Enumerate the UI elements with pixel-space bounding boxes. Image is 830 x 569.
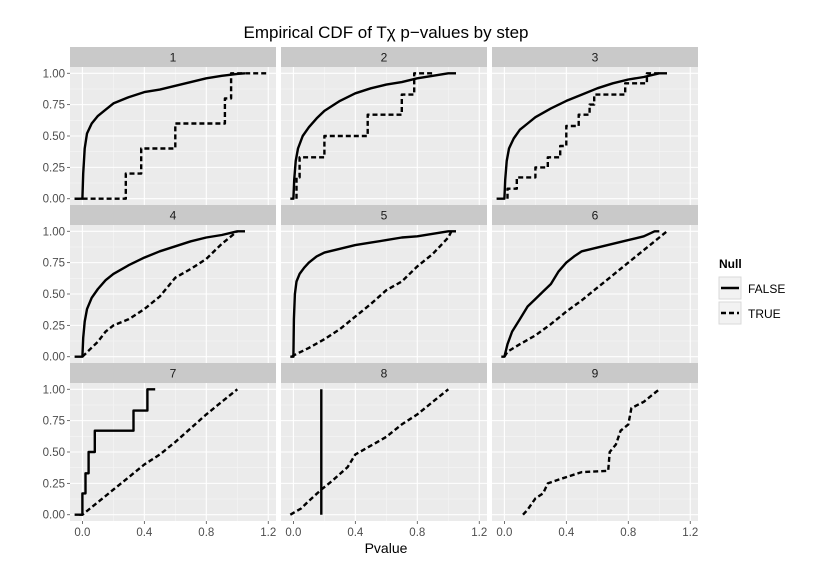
y-tick-label: 1.00: [43, 226, 65, 238]
y-tick-label: 0.50: [43, 131, 65, 143]
y-tick-label: 0.25: [43, 320, 65, 332]
x-tick-label: 0.8: [198, 527, 214, 539]
facet-strip-label: 3: [592, 51, 599, 65]
y-tick-label: 0.25: [43, 162, 65, 174]
facet-panel-2: 2: [281, 47, 487, 205]
x-axis-label: Pvalue: [365, 540, 408, 556]
series-false-line: [290, 230, 456, 358]
y-tick-label: 1.00: [43, 68, 65, 80]
series-true-line: [522, 388, 661, 516]
x-tick-label: 0.4: [558, 527, 575, 539]
facet-strip-label: 2: [381, 51, 388, 65]
facet-strip: [281, 363, 487, 383]
y-tick-label: 0.50: [43, 447, 65, 459]
facet-strip: [492, 47, 698, 67]
legend-title: Null: [719, 257, 742, 271]
series-true-line: [503, 230, 668, 358]
x-tick-label: 0.4: [136, 527, 153, 539]
series-true-line: [295, 72, 433, 199]
facet-panel-3: 3: [492, 47, 698, 205]
series-false-line: [74, 230, 245, 358]
facet-strip: [281, 205, 487, 225]
x-tick-label: 1.2: [682, 527, 698, 539]
series-true-line: [79, 388, 239, 516]
facet-strip-label: 6: [592, 209, 599, 223]
facet-strip: [492, 205, 698, 225]
series-false-line: [74, 388, 156, 516]
facet-strip-label: 1: [170, 51, 177, 65]
series-true-line: [506, 72, 660, 199]
y-tick-label: 0.75: [43, 100, 65, 112]
series-false-line: [496, 72, 667, 200]
facet-panel-9: 9 0.0 0.4 0.8 1.2: [492, 363, 698, 539]
legend-label-false: FALSE: [748, 282, 785, 296]
facet-strip-label: 8: [381, 367, 388, 381]
x-tick-label: 0.0: [496, 527, 512, 539]
series-false-line: [501, 230, 660, 358]
y-tick-label: 0.00: [43, 352, 65, 364]
facet-panel-6: 6: [492, 205, 698, 363]
y-tick-label: 0.00: [43, 510, 65, 522]
series-true-line: [74, 72, 269, 200]
y-tick-label: 0.25: [43, 478, 65, 490]
series-true-line: [289, 388, 450, 516]
y-tick-label: 0.75: [43, 416, 65, 428]
y-tick-label: 0.75: [43, 258, 65, 270]
x-tick-label: 0.0: [285, 527, 301, 539]
x-tick-label: 0.4: [347, 527, 364, 539]
x-tick-label: 1.2: [260, 527, 276, 539]
series-false-line: [290, 72, 456, 200]
facet-strip: [492, 363, 698, 383]
series-true-line: [291, 230, 453, 358]
facet-strip: [70, 363, 276, 383]
y-tick-label: 0.00: [43, 194, 65, 206]
facet-panel-7: 7 0.00 0.25 0.50 0.75 1.00 0.0 0.4 0.8 1.2: [43, 363, 276, 539]
facet-panel-1: 1 0.00 0.25 0.50 0.75 1.00: [43, 47, 276, 206]
y-tick-label: 1.00: [43, 384, 65, 396]
series-false-line: [74, 72, 246, 200]
x-tick-label: 1.2: [471, 527, 487, 539]
facet-panel-8: 8 0.0 0.4 0.8 1.2: [281, 363, 487, 539]
y-tick-label: 0.50: [43, 289, 65, 301]
facet-panels: 1 0.00 0.25 0.50 0.75 1.00 2 3 4 0.00 0.25 0.50 0.75…: [43, 47, 698, 539]
chart-title: Empirical CDF of Tχ p−values by step: [244, 23, 529, 42]
legend-label-true: TRUE: [748, 307, 781, 321]
facet-strip: [70, 205, 276, 225]
facet-panel-5: 5: [281, 205, 487, 363]
facet-strip-label: 4: [170, 209, 177, 223]
x-tick-label: 0.8: [409, 527, 425, 539]
facet-strip-label: 9: [592, 367, 599, 381]
facet-strip: [70, 47, 276, 67]
facet-panel-4: 4 0.00 0.25 0.50 0.75 1.00: [43, 205, 276, 364]
facet-strip-label: 7: [170, 367, 177, 381]
facet-strip: [281, 47, 487, 67]
facet-strip-label: 5: [381, 209, 388, 223]
x-tick-label: 0.0: [74, 527, 90, 539]
x-tick-label: 0.8: [620, 527, 636, 539]
legend: Null FALSE TRUE: [718, 257, 785, 325]
